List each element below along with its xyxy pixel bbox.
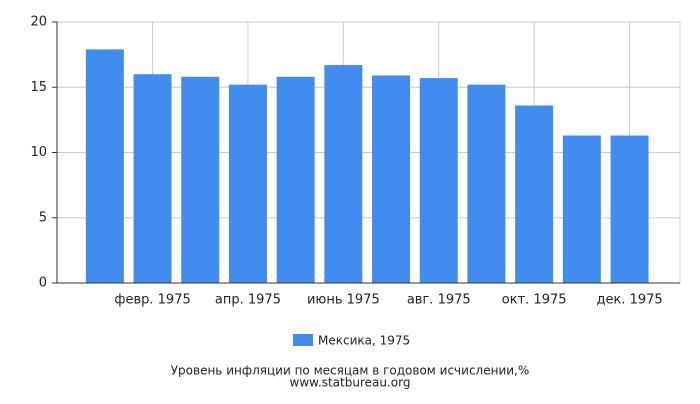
legend-swatch (293, 334, 313, 346)
bar (419, 78, 458, 284)
bar (324, 65, 363, 283)
bar (515, 105, 554, 284)
bar (181, 76, 220, 283)
bar (372, 75, 411, 283)
bar (133, 74, 172, 283)
bar (610, 135, 649, 283)
y-tick-label: 15 (30, 80, 47, 95)
y-tick-label: 10 (30, 145, 47, 160)
legend-label: Мексика, 1975 (318, 334, 410, 348)
bar (276, 76, 315, 283)
y-tick-label: 5 (39, 210, 47, 225)
y-tick-label: 0 (39, 276, 47, 291)
x-tick-label: дек. 1975 (596, 293, 662, 308)
y-tick-label: 20 (30, 15, 47, 30)
x-tick-label: июнь 1975 (307, 293, 380, 308)
source: www.statbureau.org (290, 376, 411, 390)
x-tick-label: апр. 1975 (215, 293, 281, 308)
x-tick-label: окт. 1975 (502, 293, 567, 308)
chart-title: Уровень инфляции по месяцам в годовом ис… (171, 364, 530, 378)
bar (85, 49, 124, 283)
bar (562, 135, 601, 283)
bar (228, 84, 267, 283)
x-tick-label: авг. 1975 (407, 293, 471, 308)
x-tick-label: февр. 1975 (114, 293, 190, 308)
bar (467, 84, 506, 283)
